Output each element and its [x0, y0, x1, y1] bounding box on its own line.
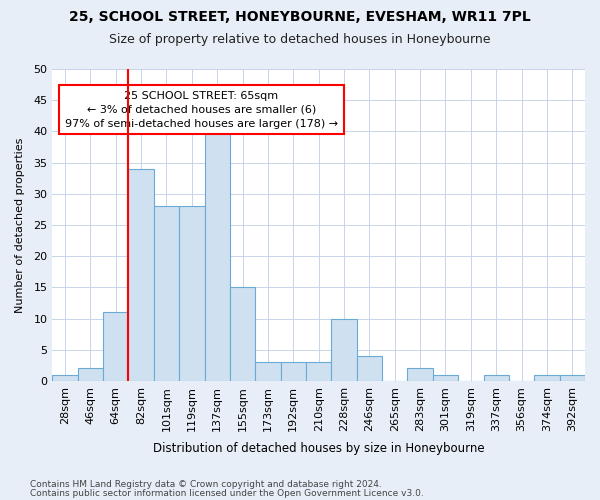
Bar — [534, 374, 560, 381]
Bar — [52, 374, 77, 381]
Bar — [77, 368, 103, 381]
Bar — [128, 169, 154, 381]
Bar — [407, 368, 433, 381]
Bar — [433, 374, 458, 381]
Bar — [306, 362, 331, 381]
Text: Contains public sector information licensed under the Open Government Licence v3: Contains public sector information licen… — [30, 489, 424, 498]
Bar — [484, 374, 509, 381]
Bar — [103, 312, 128, 381]
Bar — [331, 318, 357, 381]
Bar — [205, 132, 230, 381]
Y-axis label: Number of detached properties: Number of detached properties — [15, 138, 25, 312]
Bar — [230, 288, 255, 381]
Text: 25, SCHOOL STREET, HONEYBOURNE, EVESHAM, WR11 7PL: 25, SCHOOL STREET, HONEYBOURNE, EVESHAM,… — [69, 10, 531, 24]
Text: Contains HM Land Registry data © Crown copyright and database right 2024.: Contains HM Land Registry data © Crown c… — [30, 480, 382, 489]
Bar — [560, 374, 585, 381]
Bar — [255, 362, 281, 381]
Bar — [281, 362, 306, 381]
Text: 25 SCHOOL STREET: 65sqm
← 3% of detached houses are smaller (6)
97% of semi-deta: 25 SCHOOL STREET: 65sqm ← 3% of detached… — [65, 91, 338, 129]
Bar — [357, 356, 382, 381]
Bar — [179, 206, 205, 381]
X-axis label: Distribution of detached houses by size in Honeybourne: Distribution of detached houses by size … — [153, 442, 484, 455]
Text: Size of property relative to detached houses in Honeybourne: Size of property relative to detached ho… — [109, 32, 491, 46]
Bar — [154, 206, 179, 381]
